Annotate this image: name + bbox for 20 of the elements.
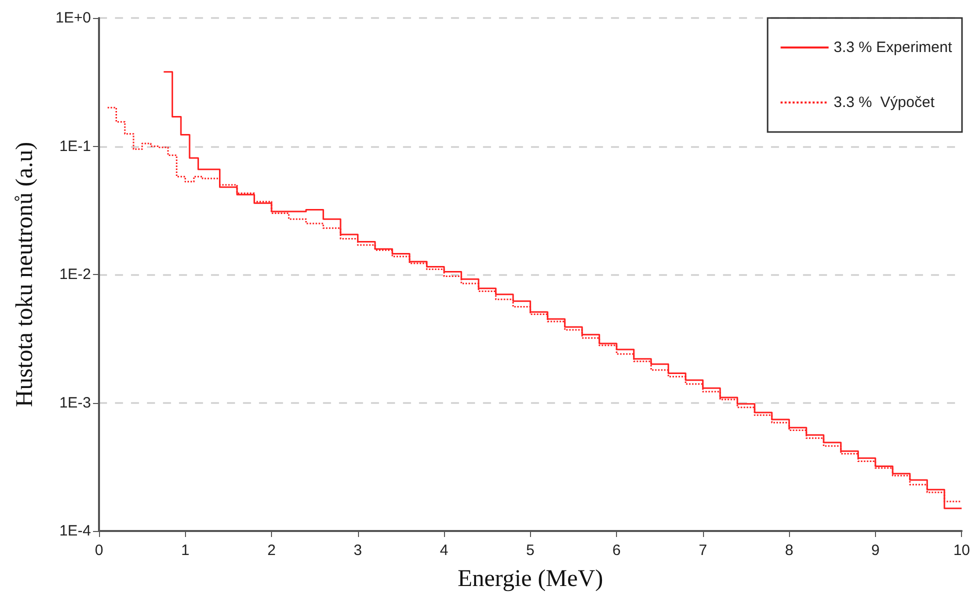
y-tick-label: 1E-2 (59, 266, 91, 283)
legend-label: 3.3 % Výpočet (834, 94, 936, 111)
x-tick-label: 7 (698, 542, 708, 559)
legend-label: 3.3 % Experiment (834, 39, 953, 56)
x-tick-label: 9 (871, 542, 880, 559)
y-axis-title: Hustota toku neutronů (a.u) (12, 142, 38, 408)
y-tick-label: 1E-4 (59, 522, 91, 540)
x-tick-label: 3 (354, 542, 362, 559)
y-tick-label: 1E-1 (59, 138, 91, 155)
x-tick-label: 8 (784, 542, 794, 559)
y-tick-label: 1E+0 (56, 10, 91, 26)
x-tick-label: 1 (181, 542, 190, 559)
x-tick-label: 4 (440, 542, 448, 559)
x-axis-title: Energie (MeV) (458, 566, 604, 592)
x-tick-label: 5 (526, 542, 534, 559)
x-tick-label: 6 (612, 542, 621, 559)
y-tick-label: 1E-3 (59, 394, 91, 412)
x-tick-label: 0 (94, 542, 104, 559)
x-tick-label: 2 (267, 542, 276, 559)
x-tick-label: 10 (953, 542, 970, 559)
